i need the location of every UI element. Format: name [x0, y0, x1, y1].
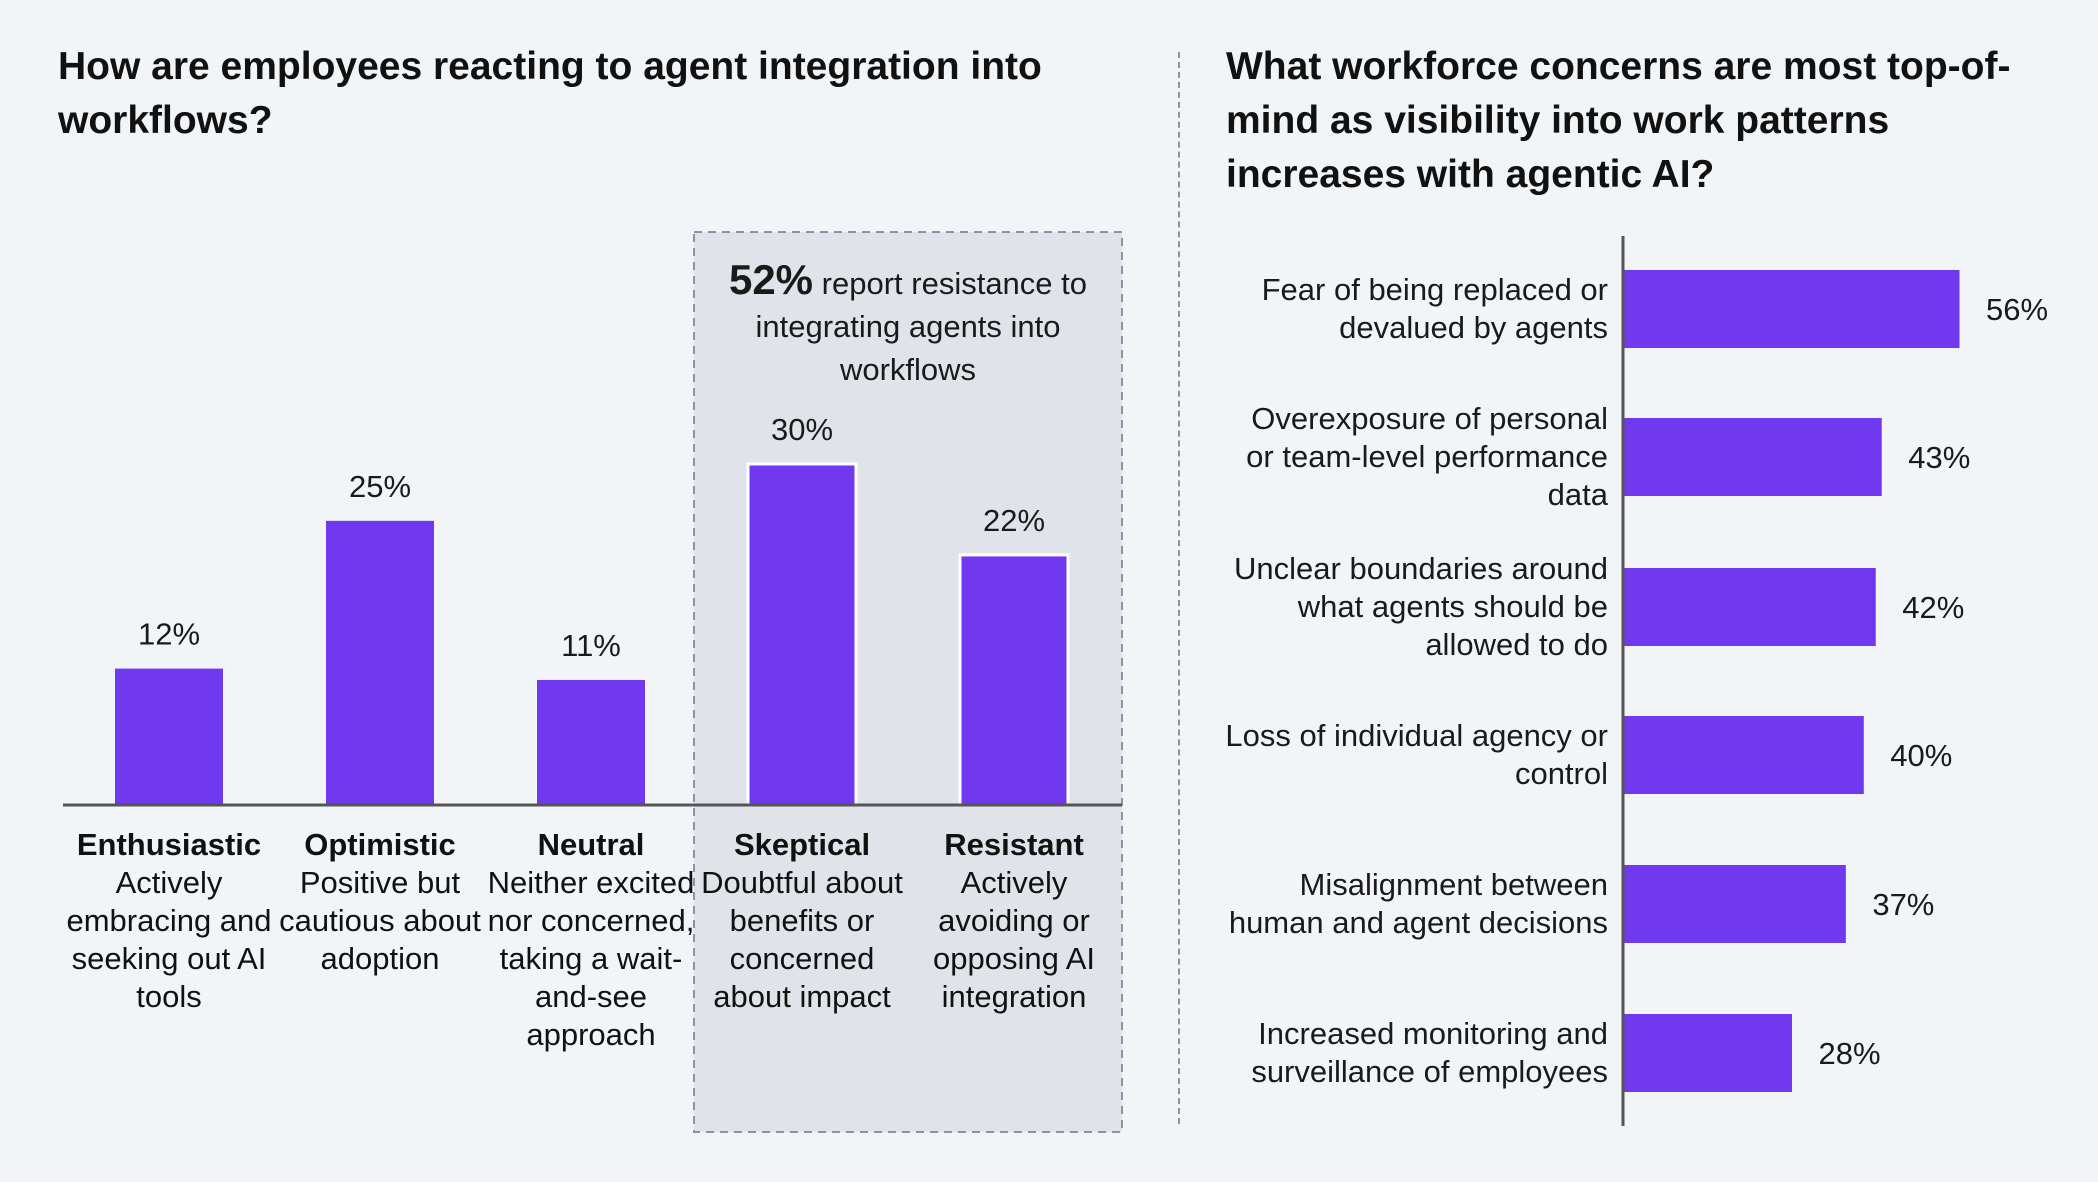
right-chart-title: What workforce concerns are most top-of-… — [1226, 45, 2011, 196]
value-label-optimistic: 25% — [349, 469, 411, 504]
category-neutral: Neutral Neither excited nor concerned, ta… — [481, 826, 701, 1054]
category-description: Neither excited nor concerned, taking a … — [487, 865, 695, 1052]
concern-label-1: Fear of being replaced or devalued by ag… — [1261, 272, 1608, 345]
concern-label-2: Overexposure of personal or team-level p… — [1246, 401, 1608, 512]
category-name: Neutral — [537, 827, 645, 862]
category-description: Actively embracing and seeking out AI to… — [66, 865, 272, 1014]
category-enthusiastic: Enthusiastic Actively embracing and seeki… — [59, 826, 279, 1016]
category-name: Enthusiastic — [76, 827, 262, 862]
category-description: Actively avoiding or opposing AI integra… — [932, 865, 1096, 1014]
value-label-resistant: 22% — [983, 503, 1045, 538]
hbar-6 — [1624, 1014, 1792, 1092]
category-optimistic: Optimistic Positive but cautious about ad… — [270, 826, 490, 978]
hbar-5 — [1624, 865, 1846, 943]
left-chart-title: How are employees reacting to agent inte… — [58, 45, 1042, 142]
concern-label-6: Increased monitoring and surveillance of… — [1251, 1016, 1608, 1089]
hbar-value-label-3: 42% — [1902, 590, 1964, 625]
bar-optimistic — [326, 520, 434, 805]
value-label-neutral: 11% — [561, 628, 621, 663]
category-name: Skeptical — [733, 827, 871, 862]
bar-enthusiastic — [115, 668, 223, 805]
resistance-callout: 52% report resistance to integrating age… — [696, 258, 1120, 391]
hbar-value-label-5: 37% — [1872, 887, 1934, 922]
hbar-2 — [1624, 418, 1882, 496]
hbar-value-label-4: 40% — [1890, 738, 1952, 773]
value-label-enthusiastic: 12% — [138, 617, 200, 652]
hbar-value-label-1: 56% — [1986, 292, 2048, 327]
category-name: Resistant — [944, 827, 1084, 862]
hbar-value-label-2: 43% — [1908, 440, 1970, 475]
panel-divider — [1178, 52, 1180, 1124]
category-skeptical: Skeptical Doubtful about benefits or conc… — [692, 826, 912, 1016]
concern-label-3: Unclear boundaries around what agents sh… — [1234, 551, 1608, 662]
hbar-4 — [1624, 716, 1864, 794]
hbar-1 — [1624, 270, 1960, 348]
hbar-value-label-6: 28% — [1819, 1036, 1881, 1071]
bar-skeptical — [746, 462, 858, 807]
category-description: Doubtful about benefits or concerned abo… — [701, 865, 903, 1014]
category-resistant: Resistant Actively avoiding or opposing A… — [904, 826, 1124, 1016]
callout-stat: 52% — [728, 256, 814, 303]
value-label-skeptical: 30% — [771, 412, 833, 447]
callout-text: report resistance to integrating agents … — [755, 266, 1088, 387]
bar-resistant — [958, 553, 1070, 807]
bar-neutral — [537, 679, 645, 805]
concern-label-4: Loss of individual agency or control — [1225, 718, 1608, 791]
category-name: Optimistic — [304, 827, 456, 862]
category-description: Positive but cautious about adoption — [279, 865, 481, 976]
concern-label-5: Misalignment between human and agent dec… — [1228, 867, 1608, 940]
hbar-3 — [1624, 568, 1876, 646]
